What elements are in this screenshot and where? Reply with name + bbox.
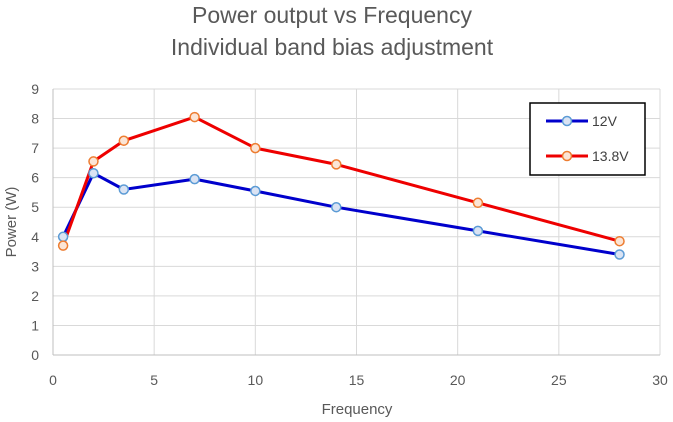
gridlines — [53, 88, 661, 355]
x-tick-label: 30 — [652, 372, 668, 388]
y-tick-label: 7 — [31, 140, 39, 156]
x-tick-label: 5 — [150, 372, 158, 388]
y-tick-label: 8 — [31, 111, 39, 127]
x-tick-label: 15 — [349, 372, 365, 388]
x-tick-label: 25 — [551, 372, 567, 388]
legend: 12V 13.8V — [529, 102, 646, 176]
data-point — [614, 249, 625, 260]
chart-subtitle: Individual band bias adjustment — [171, 34, 494, 60]
y-tick-label: 1 — [31, 317, 39, 333]
y-tick-label: 3 — [31, 258, 39, 274]
y-tick-label: 6 — [31, 170, 39, 186]
legend-label-13-8v: 13.8V — [592, 148, 629, 164]
data-point — [189, 111, 200, 123]
legend-marker-12v — [561, 115, 573, 127]
data-point — [472, 225, 484, 237]
data-point — [189, 173, 200, 185]
legend-label-12v: 12V — [592, 113, 618, 129]
data-point — [250, 142, 261, 154]
data-point — [331, 159, 342, 170]
data-point — [118, 135, 130, 146]
data-point — [88, 167, 99, 179]
data-point — [57, 240, 69, 251]
axes — [52, 89, 660, 356]
series-line — [61, 115, 620, 247]
legend-box — [529, 102, 646, 176]
series-markers — [57, 111, 625, 260]
data-point — [250, 185, 261, 197]
x-axis-title: Frequency — [322, 401, 393, 418]
x-tick-label: 10 — [248, 372, 264, 388]
data-point — [118, 184, 130, 195]
y-tick-label: 2 — [31, 288, 39, 304]
legend-marker-13-8v — [561, 150, 573, 162]
data-point — [331, 201, 342, 213]
y-tick-label: 4 — [31, 229, 39, 245]
data-point — [88, 156, 99, 167]
chart-title: Power output vs Frequency — [192, 2, 472, 28]
series-line — [61, 171, 620, 256]
series-lines — [61, 115, 620, 256]
y-tick-label: 5 — [31, 199, 39, 215]
y-tick-label: 0 — [31, 347, 39, 363]
y-axis-title: Power (W) — [3, 187, 20, 258]
y-tick-label: 9 — [31, 81, 39, 97]
tick-labels: 0 1 2 3 4 5 6 7 8 9 0 5 10 15 20 25 30 — [31, 81, 668, 388]
data-point — [57, 231, 69, 243]
data-point — [614, 235, 625, 247]
data-point — [472, 197, 484, 209]
x-tick-label: 20 — [450, 372, 466, 388]
x-tick-label: 0 — [49, 372, 57, 388]
